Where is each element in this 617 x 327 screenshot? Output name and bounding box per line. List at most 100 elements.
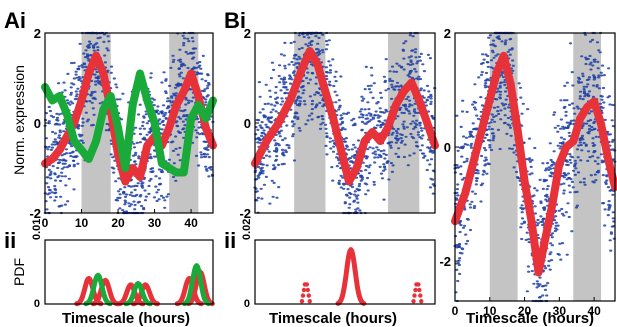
data-point [332, 84, 336, 88]
data-point [368, 164, 372, 167]
data-point [582, 90, 587, 93]
data-point [566, 124, 571, 128]
data-point [475, 179, 479, 182]
data-point [158, 182, 163, 185]
data-point [570, 102, 575, 105]
data-point [152, 98, 156, 101]
data-point [503, 43, 507, 46]
data-point [580, 149, 584, 152]
data-point [301, 79, 305, 83]
data-point [506, 50, 510, 54]
data-point [584, 62, 588, 66]
data-point [564, 211, 568, 214]
data-point [582, 177, 586, 180]
Bii-xlabel: Timescale (hours) [269, 310, 397, 327]
data-point [54, 140, 58, 143]
data-point [548, 253, 552, 256]
data-point [597, 49, 601, 52]
data-point [407, 105, 411, 108]
data-point [283, 41, 287, 45]
data-point [609, 249, 613, 252]
data-point [318, 127, 323, 130]
data-point [62, 130, 66, 133]
data-point [386, 142, 390, 145]
data-point [525, 231, 529, 234]
data-point [566, 202, 570, 205]
data-point [520, 204, 524, 207]
data-point [472, 127, 477, 130]
data-point [576, 171, 581, 174]
data-point [505, 132, 509, 135]
data-point [358, 110, 362, 113]
data-point [142, 208, 146, 211]
data-point [394, 152, 398, 155]
data-point [69, 93, 73, 96]
data-point [315, 103, 319, 106]
data-point [590, 128, 594, 132]
data-point [53, 199, 57, 202]
data-point [328, 69, 333, 72]
data-point [58, 161, 62, 164]
data-point [266, 118, 270, 121]
data-point [345, 194, 349, 197]
data-point [587, 130, 592, 133]
data-point [481, 182, 485, 185]
data-point [599, 153, 604, 156]
data-point [115, 199, 120, 202]
data-point [584, 143, 588, 146]
data-point [181, 63, 185, 66]
data-point [527, 137, 532, 140]
data-point [582, 88, 586, 91]
data-point [327, 60, 331, 63]
data-point [408, 75, 412, 78]
Aii-xlabel: Timescale (hours) [62, 310, 190, 327]
data-point [55, 116, 60, 119]
data-point [414, 56, 418, 59]
data-point [142, 115, 146, 118]
data-point [591, 137, 595, 140]
data-point [366, 189, 370, 192]
data-point [51, 115, 56, 119]
data-point [187, 101, 191, 104]
data-point [556, 224, 560, 227]
data-point [429, 177, 433, 180]
data-point [202, 140, 206, 143]
data-point [525, 290, 530, 293]
data-point [354, 208, 358, 211]
data-point [209, 165, 213, 169]
data-point [605, 175, 609, 178]
data-point [56, 176, 60, 179]
data-point [204, 165, 208, 168]
data-point [367, 166, 371, 169]
data-point [112, 171, 116, 174]
data-point [573, 112, 577, 115]
data-point [133, 195, 137, 198]
data-point [296, 62, 300, 65]
data-point [542, 207, 547, 210]
data-point [608, 239, 612, 242]
data-point [567, 131, 571, 134]
data-point [459, 125, 463, 128]
Aii-ylabel: PDF [11, 258, 27, 286]
data-point [128, 193, 132, 196]
data-point [397, 147, 401, 150]
data-point [403, 143, 407, 146]
data-point [353, 190, 357, 193]
data-point [558, 147, 562, 150]
data-point [85, 120, 89, 123]
data-point [581, 98, 585, 101]
pdf-peak-1-0 [83, 272, 113, 307]
data-point [484, 156, 488, 159]
data-point [590, 126, 594, 129]
data-point [256, 196, 260, 199]
data-point [349, 192, 353, 196]
data-point [255, 199, 259, 202]
data-point [157, 112, 161, 115]
data-point [158, 122, 162, 125]
data-point [165, 195, 169, 198]
panel-Bi: -2 0 2 [239, 26, 439, 221]
data-point [159, 170, 163, 173]
x-tick-label: 20 [518, 304, 532, 318]
data-point [530, 269, 534, 273]
data-point [455, 188, 459, 191]
